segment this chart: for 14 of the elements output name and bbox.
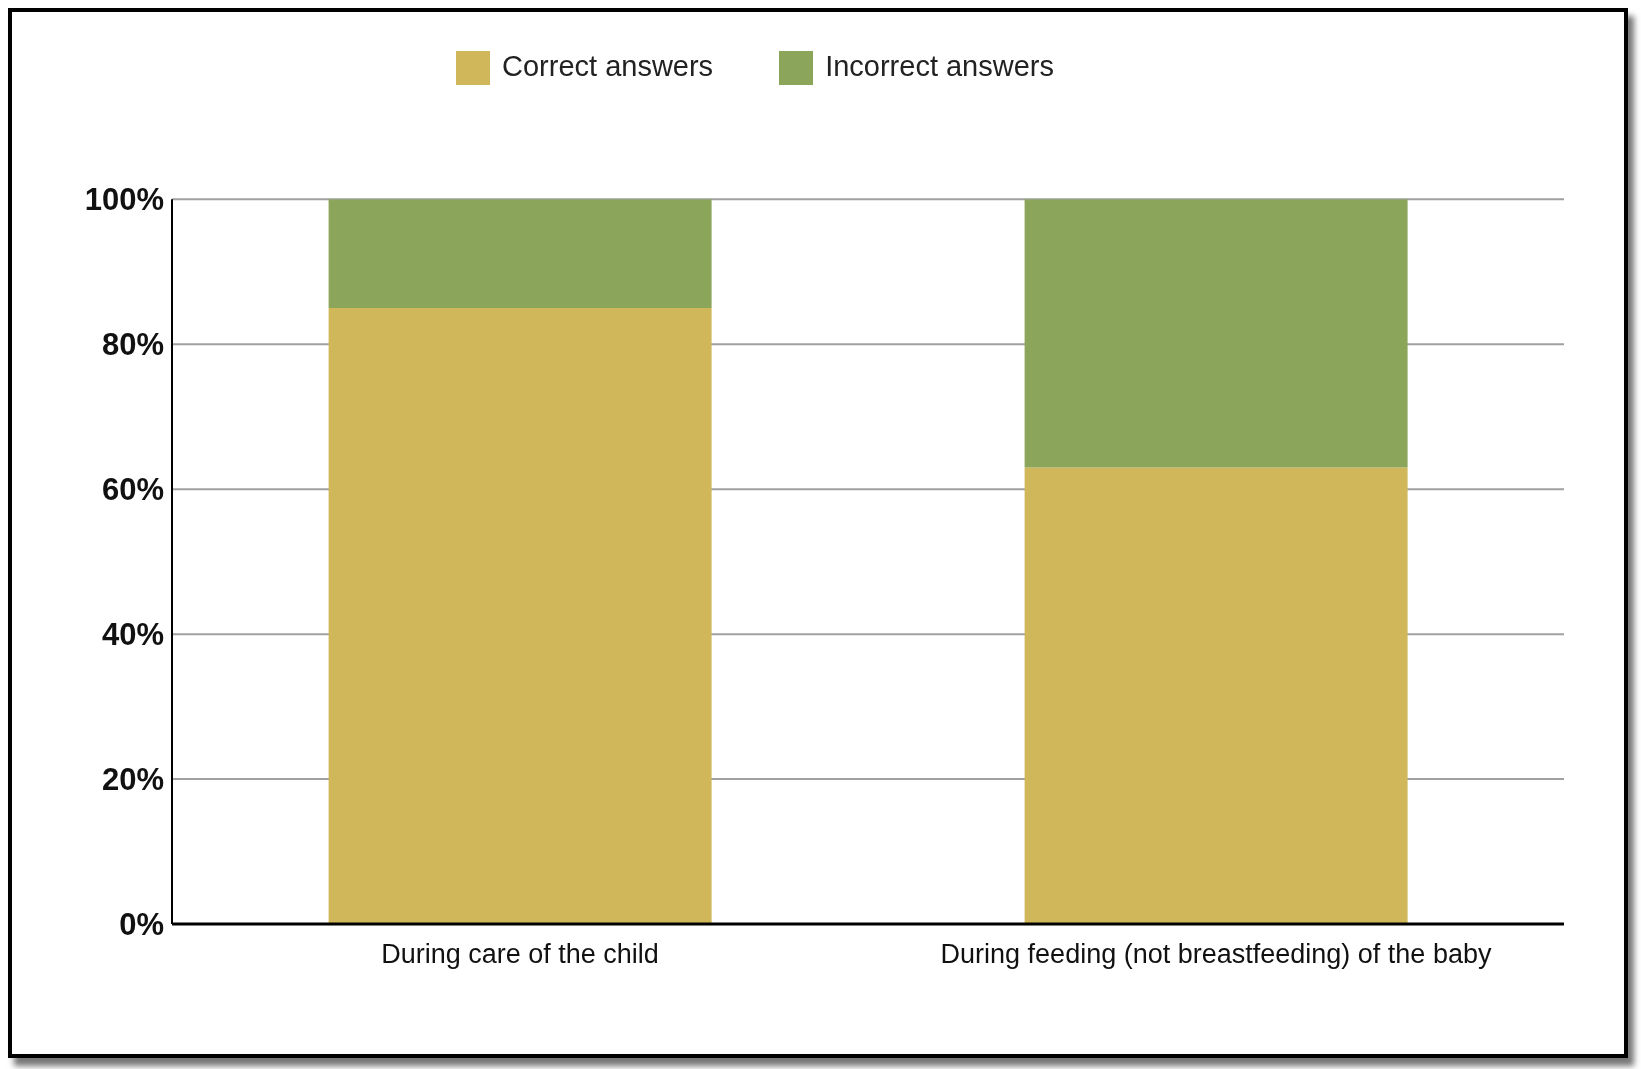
y-tick-label: 20% [101, 762, 164, 798]
legend-label: Correct answers [502, 50, 714, 82]
y-tick-label: 40% [101, 617, 164, 653]
bar [328, 199, 712, 309]
y-tick-label: 100% [84, 182, 164, 218]
legend-label: Incorrect answers [825, 50, 1054, 82]
y-tick-label: 80% [101, 327, 164, 363]
bar [1024, 199, 1408, 468]
y-tick-label: 60% [101, 472, 164, 508]
x-tick-label: During care of the child [381, 939, 659, 970]
bar [1024, 467, 1408, 924]
x-tick-label: During feeding (not breastfeeding) of the baby [940, 939, 1492, 970]
y-tick-label: 0% [119, 907, 164, 943]
bar [328, 308, 712, 924]
